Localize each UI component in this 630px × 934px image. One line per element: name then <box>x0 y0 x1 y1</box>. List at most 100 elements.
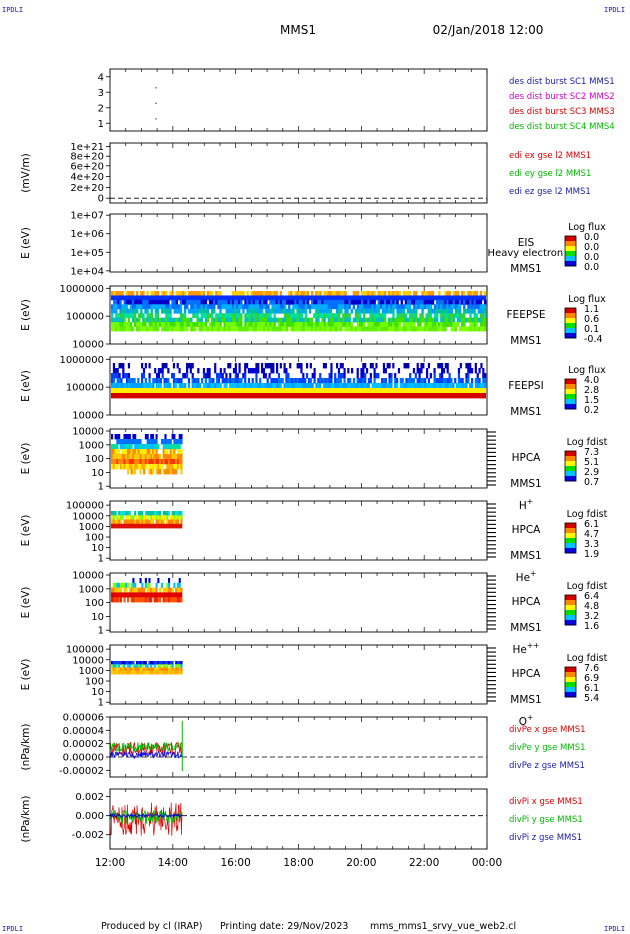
spectrogram-cell <box>475 326 478 332</box>
spectrogram-cell <box>403 363 406 369</box>
spectrogram-cell <box>157 667 160 672</box>
spectrogram-cell <box>186 322 189 327</box>
spectrogram-cell <box>276 383 279 389</box>
species-label: H+ <box>519 497 533 512</box>
y-tick-label: 1 <box>98 698 104 709</box>
spectrogram-cell <box>436 304 439 310</box>
spectrogram-cell <box>211 304 214 310</box>
spectrogram-cell <box>144 670 147 675</box>
y-tick-label: 1000000 <box>59 355 104 366</box>
colorbar-segment <box>565 251 576 257</box>
colorbar-tick-label: -0.4 <box>584 334 603 345</box>
spectrogram-cell <box>114 670 117 675</box>
spectrogram-cell <box>174 378 177 384</box>
spectrogram-cell <box>157 368 161 374</box>
spectrogram-cell <box>352 383 356 389</box>
spectrogram-cell <box>369 299 372 305</box>
spectrogram-cell <box>180 597 183 603</box>
spectrogram-cell <box>306 322 310 327</box>
spectrogram-cell <box>298 383 301 389</box>
spectrogram-cell <box>233 304 237 310</box>
spectrogram-cell <box>346 313 349 319</box>
spectrogram-cell <box>161 326 164 332</box>
spectrogram-cell <box>140 299 143 305</box>
spectrogram-cell <box>153 667 156 672</box>
spectrogram-cell <box>111 587 114 593</box>
spectrogram-cell <box>474 383 477 389</box>
spectrogram-cell <box>290 308 293 314</box>
spectrogram-cell <box>139 383 142 389</box>
spectrogram-cell <box>419 317 422 323</box>
spectrogram-cell <box>168 587 171 593</box>
spectrogram-cell <box>377 304 381 310</box>
spectrogram-cell <box>273 291 276 296</box>
corner-label-top-left: IPDLI <box>2 6 23 14</box>
spectrogram-cell <box>202 308 206 314</box>
spectrogram-cell <box>444 291 447 296</box>
spectrogram-cell <box>219 291 222 296</box>
spectrogram-cell <box>302 326 306 332</box>
spectrogram-cell <box>192 304 195 310</box>
spectrogram-cell <box>166 664 169 668</box>
spectrogram-cell <box>136 291 139 296</box>
spectrogram-cell <box>423 299 426 305</box>
spectrogram-cell <box>186 363 189 369</box>
time-tick-label: 14:00 <box>158 857 188 869</box>
spectrogram-cell <box>117 322 120 327</box>
spectrogram-cell <box>179 322 183 327</box>
spectrogram-cell <box>169 519 172 525</box>
spectrogram-cell <box>476 373 479 379</box>
spectrogram-cell <box>272 378 275 384</box>
spectrogram-cell <box>283 317 287 323</box>
spectrogram-cell <box>283 322 287 327</box>
spectrogram-cell <box>112 597 115 603</box>
spectrogram-cell <box>192 313 195 319</box>
spectrogram-cell <box>130 519 133 525</box>
spectrogram-cell <box>196 304 199 310</box>
spectrogram-cell <box>254 326 258 332</box>
spectrogram-cell <box>114 664 117 668</box>
spectrogram-cell <box>442 313 445 319</box>
spectrogram-cell <box>473 291 476 296</box>
spectrogram-cell <box>148 519 151 525</box>
spectrogram-cell <box>171 373 174 379</box>
spectrogram-cell <box>327 313 331 319</box>
spectrogram-cell <box>240 291 243 296</box>
spectrogram-cell <box>130 439 133 445</box>
spectrogram-cell <box>178 667 181 672</box>
spectrogram-cell <box>341 363 344 369</box>
spectrogram-cell <box>242 291 245 296</box>
spectrogram-cell <box>161 317 164 323</box>
spectrogram-cell <box>119 317 122 323</box>
spectrogram-cell <box>164 444 167 450</box>
spectrogram-cell <box>151 469 155 475</box>
spectrogram-cell <box>275 291 278 296</box>
spectrogram-cell <box>254 299 258 305</box>
y-tick-label: 10 <box>91 612 104 623</box>
instrument-label: HPCA <box>512 596 542 608</box>
spectrogram-cell <box>363 322 366 327</box>
spectrogram-cell <box>225 313 228 319</box>
spectrogram-cell <box>261 291 264 296</box>
spectrogram-cell <box>263 291 266 296</box>
spectrogram-cell <box>265 326 268 332</box>
spectrogram-cell <box>240 304 243 310</box>
spectrogram-cell <box>352 299 356 305</box>
spectrogram-cell <box>178 383 181 389</box>
instrument-label: HPCA <box>512 668 542 680</box>
spectrogram-cell <box>117 313 120 319</box>
spectrogram-cell <box>407 378 410 384</box>
spectrogram-cell <box>211 291 214 296</box>
spectrogram-cell <box>155 515 158 520</box>
spectrogram-cell <box>413 304 416 310</box>
spectrogram-cell <box>302 317 306 323</box>
spectrogram-cell <box>344 299 347 305</box>
spectrogram-cell <box>150 304 153 310</box>
spectrogram-cell <box>113 317 116 323</box>
spectrogram-cell <box>139 511 142 516</box>
spectrogram-cell <box>123 597 126 603</box>
spectrogram-cell <box>266 383 269 389</box>
spectrogram-cell <box>127 670 130 675</box>
spectrogram-cell <box>361 326 364 332</box>
